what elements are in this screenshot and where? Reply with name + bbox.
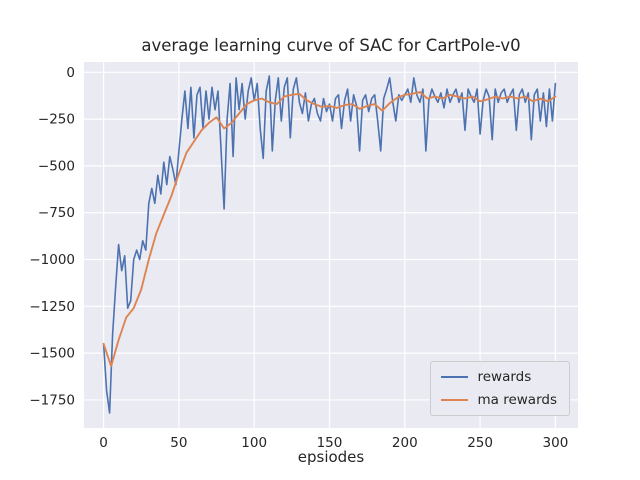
x-tick-label: 50 xyxy=(170,435,187,451)
y-tick-label: −1250 xyxy=(29,299,75,315)
ma-rewards-line-swatch xyxy=(441,399,469,401)
rewards-line xyxy=(102,75,557,414)
rewards-line-swatch xyxy=(441,376,469,378)
x-tick-label: 200 xyxy=(392,435,418,451)
y-tick-label: −1500 xyxy=(29,346,75,362)
y-tick-label: −1750 xyxy=(29,392,75,408)
x-tick-label: 0 xyxy=(99,435,108,451)
y-tick-label: −500 xyxy=(38,158,75,174)
y-tick-label: −1000 xyxy=(29,252,75,268)
legend-label-ma-rewards: ma rewards xyxy=(477,392,557,408)
y-tick-label: −250 xyxy=(38,112,75,128)
y-tick-label: 0 xyxy=(66,65,75,81)
chart-title: average learning curve of SAC for CartPo… xyxy=(141,36,521,55)
legend-item-rewards: rewards xyxy=(441,369,557,385)
legend: rewards ma rewards xyxy=(430,361,570,416)
x-tick-label: 300 xyxy=(543,435,569,451)
legend-item-ma-rewards: ma rewards xyxy=(441,392,557,408)
x-tick-label: 150 xyxy=(317,435,343,451)
ma-rewards-line xyxy=(102,91,557,368)
x-tick-label: 250 xyxy=(467,435,493,451)
y-tick-label: −750 xyxy=(38,205,75,221)
x-tick-label: 100 xyxy=(241,435,267,451)
legend-label-rewards: rewards xyxy=(477,369,532,385)
x-axis-label: epsiodes xyxy=(297,448,365,466)
